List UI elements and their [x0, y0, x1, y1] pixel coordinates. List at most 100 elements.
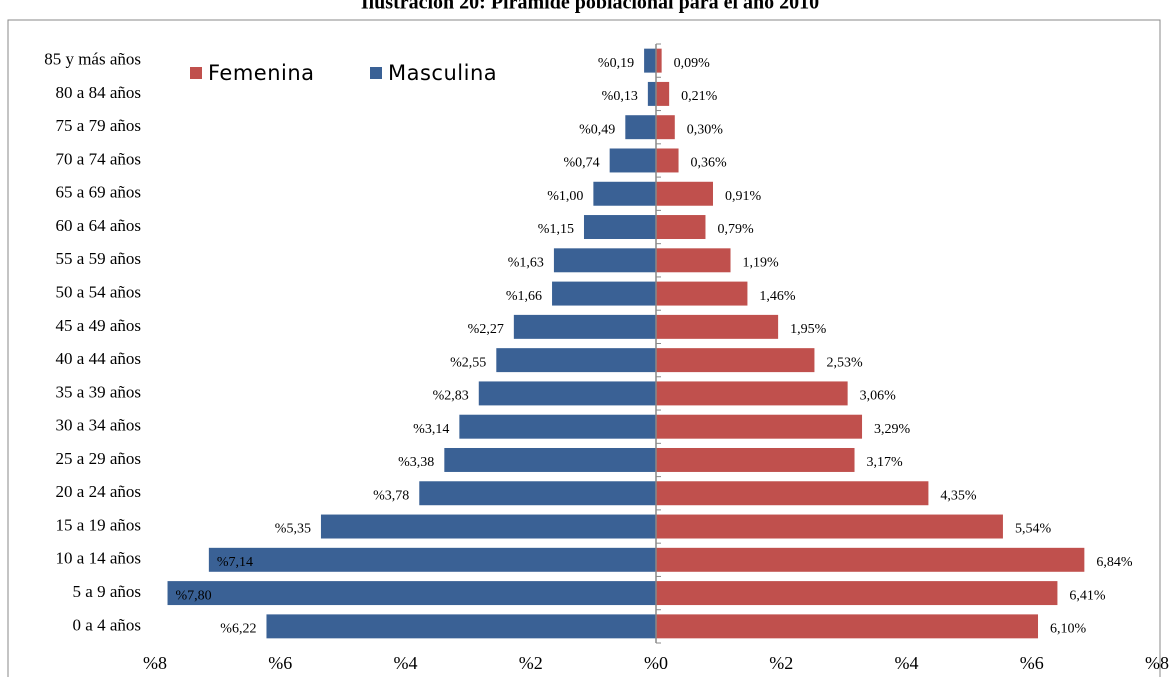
bar: [656, 581, 1058, 606]
data-label: 3,29%: [874, 422, 911, 437]
y-tick-label: 85 y más años: [44, 50, 141, 69]
bar: [167, 581, 656, 606]
bar: [656, 48, 662, 73]
data-label: 1,19%: [743, 256, 780, 271]
bar: [656, 381, 848, 406]
data-label: %0,19: [598, 56, 634, 71]
bar: [320, 514, 656, 539]
chart-frame: [7, 19, 1161, 677]
data-label: 0,91%: [725, 189, 762, 204]
x-tick-label: %8: [1145, 653, 1169, 673]
data-label: 0,36%: [691, 156, 728, 171]
bar: [656, 215, 706, 240]
x-tick-label: %4: [394, 653, 418, 673]
x-tick-label: %0: [644, 653, 668, 673]
bar: [419, 481, 656, 506]
data-label: 6,10%: [1050, 622, 1087, 637]
data-label: %1,15: [538, 222, 574, 237]
data-label: %1,00: [547, 189, 583, 204]
bar: [656, 514, 1003, 539]
bar: [644, 48, 656, 73]
y-tick-label: 30 a 34 años: [56, 416, 141, 435]
data-label: %7,80: [176, 588, 212, 603]
data-label: 0,79%: [717, 222, 754, 237]
bar: [625, 115, 656, 140]
bar: [656, 81, 670, 106]
data-label: 2,53%: [826, 355, 863, 370]
y-tick-label: 0 a 4 años: [73, 615, 141, 634]
legend-label: Masculina: [388, 61, 497, 85]
legend-label: Femenina: [208, 61, 315, 85]
bar: [609, 148, 656, 173]
data-label: %3,38: [398, 455, 434, 470]
bar: [656, 481, 929, 506]
bar: [656, 148, 679, 173]
data-label: %7,14: [217, 555, 253, 570]
data-label: %0,74: [563, 156, 599, 171]
y-tick-label: 60 a 64 años: [56, 216, 141, 235]
data-label: %0,13: [602, 89, 638, 104]
bar: [656, 547, 1085, 572]
bar: [656, 614, 1039, 639]
data-label: %1,66: [506, 289, 542, 304]
y-tick-label: 45 a 49 años: [56, 316, 141, 335]
data-label: %3,78: [373, 488, 409, 503]
bar: [656, 314, 779, 339]
x-tick-label: %2: [769, 653, 793, 673]
data-label: %5,35: [275, 522, 311, 537]
y-tick-label: 15 a 19 años: [56, 515, 141, 534]
y-tick-label: 65 a 69 años: [56, 183, 141, 202]
bar: [656, 414, 863, 439]
y-tick-label: 10 a 14 años: [56, 549, 141, 568]
bar: [593, 181, 656, 206]
data-label: 3,06%: [860, 389, 897, 404]
x-tick-label: %6: [1020, 653, 1044, 673]
y-tick-label: 70 a 74 años: [56, 149, 141, 168]
y-tick-label: 55 a 59 años: [56, 249, 141, 268]
data-label: %3,14: [413, 422, 449, 437]
data-label: 0,21%: [681, 89, 718, 104]
bar: [496, 348, 656, 373]
bar: [656, 248, 731, 273]
data-label: 5,54%: [1015, 522, 1052, 537]
data-label: %2,83: [433, 389, 469, 404]
data-label: 4,35%: [940, 488, 977, 503]
bar: [656, 281, 748, 306]
data-label: %0,49: [579, 122, 615, 137]
y-tick-label: 75 a 79 años: [56, 116, 141, 135]
data-label: 6,41%: [1069, 588, 1106, 603]
bar: [656, 447, 855, 472]
x-tick-label: %6: [268, 653, 292, 673]
bar: [208, 547, 657, 572]
bar: [478, 381, 656, 406]
bar: [552, 281, 656, 306]
data-label: %6,22: [220, 622, 256, 637]
data-label: 1,95%: [790, 322, 827, 337]
data-label: %2,27: [468, 322, 504, 337]
y-tick-label: 5 a 9 años: [73, 582, 141, 601]
y-tick-label: 50 a 54 años: [56, 282, 141, 301]
y-tick-label: 25 a 29 años: [56, 449, 141, 468]
bar: [459, 414, 656, 439]
bar: [656, 348, 815, 373]
bar: [647, 81, 656, 106]
legend-marker: [190, 67, 202, 79]
y-tick-label: 20 a 24 años: [56, 482, 141, 501]
bar: [656, 115, 675, 140]
x-tick-label: %8: [143, 653, 167, 673]
legend-marker: [370, 67, 382, 79]
data-label: 1,46%: [759, 289, 796, 304]
y-tick-label: 35 a 39 años: [56, 382, 141, 401]
bar: [444, 447, 656, 472]
x-tick-label: %2: [519, 653, 543, 673]
y-tick-label: 80 a 84 años: [56, 83, 141, 102]
data-label: 0,09%: [674, 56, 711, 71]
bar: [553, 248, 656, 273]
chart-title: Ilustración 20: Pirámide poblacional par…: [361, 0, 819, 14]
bar: [583, 215, 656, 240]
data-label: %2,55: [450, 355, 486, 370]
data-label: %1,63: [508, 256, 544, 271]
x-tick-label: %4: [895, 653, 919, 673]
bar: [656, 181, 713, 206]
